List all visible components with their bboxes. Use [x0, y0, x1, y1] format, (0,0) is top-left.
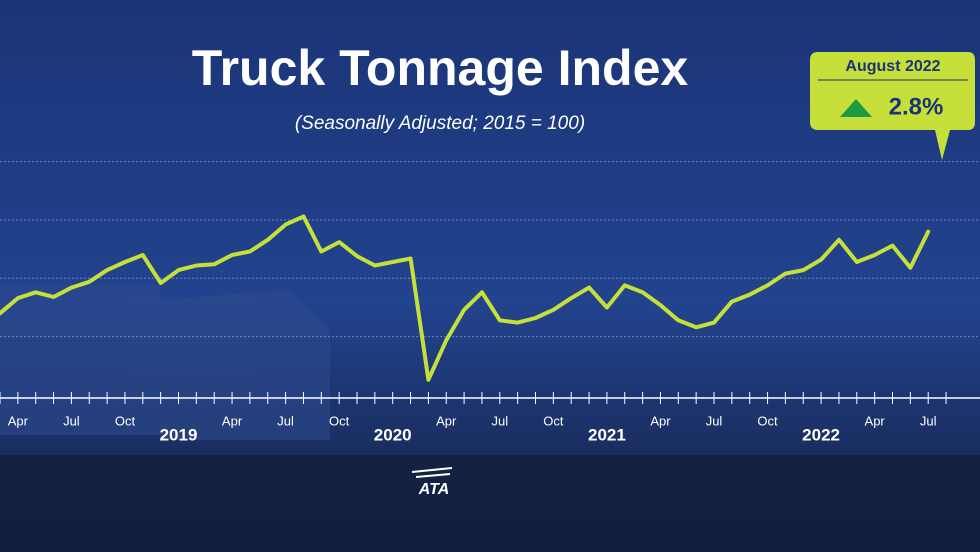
x-tick-label: Jul: [277, 413, 294, 428]
x-tick-label: Oct: [757, 413, 778, 428]
x-tick-label: Oct: [329, 413, 350, 428]
x-tick-label: Jul: [63, 413, 80, 428]
x-year-label: 2019: [160, 425, 198, 444]
logo: ATA: [411, 467, 453, 498]
x-tick-label: Apr: [436, 413, 457, 428]
x-year-label: 2020: [374, 425, 412, 444]
callout-title: August 2022: [845, 58, 940, 75]
x-tick-label: Jul: [920, 413, 937, 428]
chart-title: Truck Tonnage Index: [192, 40, 689, 96]
data-line: [0, 214, 931, 382]
callout: August 2022 2.8%: [810, 52, 975, 160]
road: [0, 455, 980, 552]
x-year-label: 2021: [588, 425, 626, 444]
callout-box: [810, 52, 975, 160]
x-tick-label: Oct: [543, 413, 564, 428]
x-year-label: 2022: [802, 425, 840, 444]
callout-change: 2.8%: [889, 93, 944, 120]
up-arrow: [840, 99, 872, 117]
x-tick-label: Jul: [706, 413, 723, 428]
truck-silhouette: [0, 285, 330, 440]
x-tick-label: Apr: [8, 413, 29, 428]
logo-text: ATA: [418, 481, 450, 498]
x-tick-label: Jul: [491, 413, 508, 428]
x-tick-label: Apr: [865, 413, 886, 428]
logo-stripes: [411, 467, 453, 478]
x-tick-label: Apr: [650, 413, 671, 428]
x-tick-label: Apr: [222, 413, 243, 428]
chart-subtitle: (Seasonally Adjusted; 2015 = 100): [295, 113, 585, 134]
x-tick-label: Oct: [115, 413, 136, 428]
